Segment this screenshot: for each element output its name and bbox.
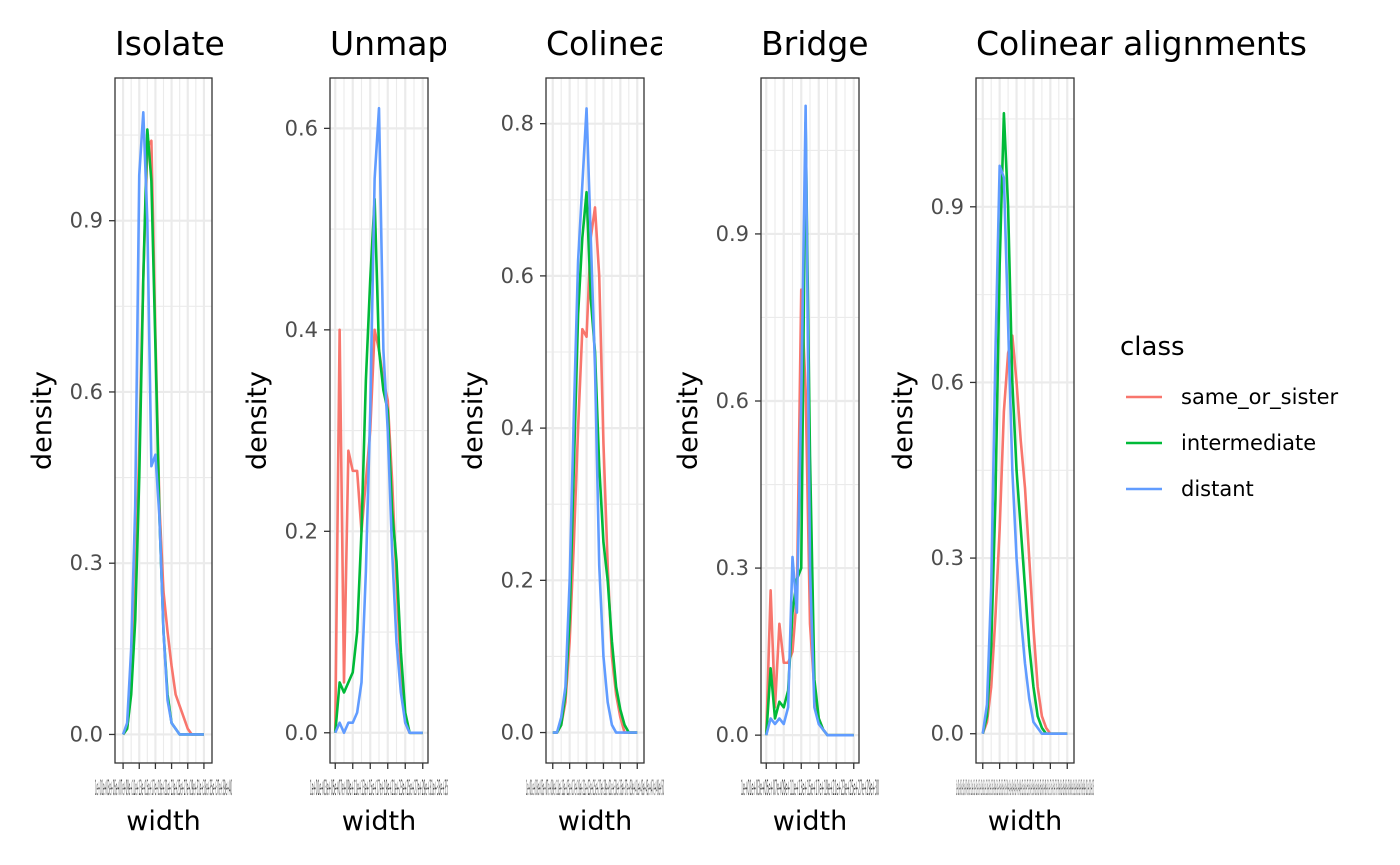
x-axis-label: width (558, 806, 632, 837)
legend-label-same-or-sister: same_or_sister (1181, 385, 1339, 410)
panel-border (760, 77, 860, 764)
y-axis-label: density (673, 371, 704, 470)
x-axis-label: width (773, 806, 847, 837)
panel-1: 0.0 0.3 0.6 0.9 1e+01e+03e+05e+07e+09e+11e+1… (27, 24, 232, 837)
y-tick-label: 0.9 (716, 222, 749, 246)
y-axis-label: density (458, 371, 489, 470)
panel-title: Bridge (761, 24, 869, 63)
x-axis-label: width (126, 806, 200, 837)
series-line-distant (121, 110, 204, 736)
series-line-distant (981, 164, 1068, 736)
x-axis-label: width (988, 806, 1062, 837)
legend-item-intermediate: intermediate (1126, 431, 1316, 455)
panel-5: 0.0 0.3 0.6 0.9 1e+01e+03e+05e+07e+09e+11e+1… (888, 24, 1307, 837)
y-tick-label: 0.3 (931, 546, 964, 570)
series-line-distant (552, 107, 638, 734)
legend-item-distant: distant (1126, 477, 1254, 501)
y-tick-label: 0.8 (501, 112, 534, 136)
y-tick-label: 0.0 (716, 723, 749, 747)
y-axis-label: density (27, 371, 58, 470)
y-tick-label: 0.6 (716, 389, 749, 413)
panel-title: Unmap (330, 24, 448, 63)
series-line-distant (764, 104, 854, 737)
y-tick-label: 0.9 (931, 195, 964, 219)
legend-title: class (1120, 332, 1185, 362)
x-axis-label: width (342, 806, 416, 837)
x-tick-labels: 1e+01e+03e+05e+07e+09e+11e+13e+15e+17e+1… (741, 776, 879, 800)
y-tick-label: 0.6 (285, 116, 318, 140)
panel-title: Colinear alignments (976, 24, 1307, 63)
y-tick-label: 0.6 (931, 370, 964, 394)
grid (761, 78, 859, 763)
x-tick-labels: 1e+01e+03e+05e+07e+09e+11e+13e+15e+17e+1… (526, 776, 664, 800)
y-tick-label: 0.6 (501, 264, 534, 288)
panel-border (545, 77, 645, 764)
y-axis-label: density (888, 371, 919, 470)
y-tick-label: 0.0 (501, 721, 534, 745)
panel-border (975, 77, 1075, 764)
y-tick-label: 0.3 (716, 556, 749, 580)
panel-3: 0.0 0.2 0.4 0.6 0.8 1e+01e+03e+05e+07e+09e+11… (458, 24, 669, 837)
panel-border (114, 77, 213, 764)
y-tick-label: 0.4 (285, 318, 318, 342)
y-tick-label: 0.9 (70, 209, 103, 233)
y-tick-label: 0.4 (501, 416, 534, 440)
panel-2: 0.0 0.2 0.4 0.6 1e+01e+03e+05e+07e+09e+11e+1… (242, 24, 448, 837)
legend-item-same-or-sister: same_or_sister (1126, 385, 1339, 410)
legend: class same_or_sister intermediate distan… (1120, 332, 1339, 501)
y-tick-label: 0.0 (70, 722, 103, 746)
panel-4: 0.0 0.3 0.6 0.9 1e+01e+03e+05e+07e+09e+11e+1… (673, 24, 879, 837)
y-tick-label: 0.3 (70, 551, 103, 575)
y-tick-label: 0.2 (285, 519, 318, 543)
legend-label-distant: distant (1181, 477, 1254, 501)
x-tick-labels: 1e+01e+03e+05e+07e+09e+11e+13e+15e+17e+1… (956, 776, 1094, 800)
series-line-intermediate (333, 197, 423, 735)
y-tick-label: 0.2 (501, 568, 534, 592)
y-tick-label: 0.0 (931, 722, 964, 746)
y-tick-label: 0.0 (285, 721, 318, 745)
panel-border (329, 77, 429, 764)
panel-title: Colinea (546, 24, 669, 63)
x-tick-labels: 1e+01e+03e+05e+07e+09e+11e+13e+15e+17e+1… (95, 776, 232, 800)
series-line-distant (334, 106, 423, 735)
x-tick-labels: 1e+01e+03e+05e+07e+09e+11e+13e+15e+17e+1… (310, 776, 448, 800)
y-tick-label: 0.6 (70, 380, 103, 404)
panel-title: Isolate (115, 24, 225, 63)
y-axis-label: density (242, 371, 273, 470)
legend-label-intermediate: intermediate (1181, 431, 1316, 455)
